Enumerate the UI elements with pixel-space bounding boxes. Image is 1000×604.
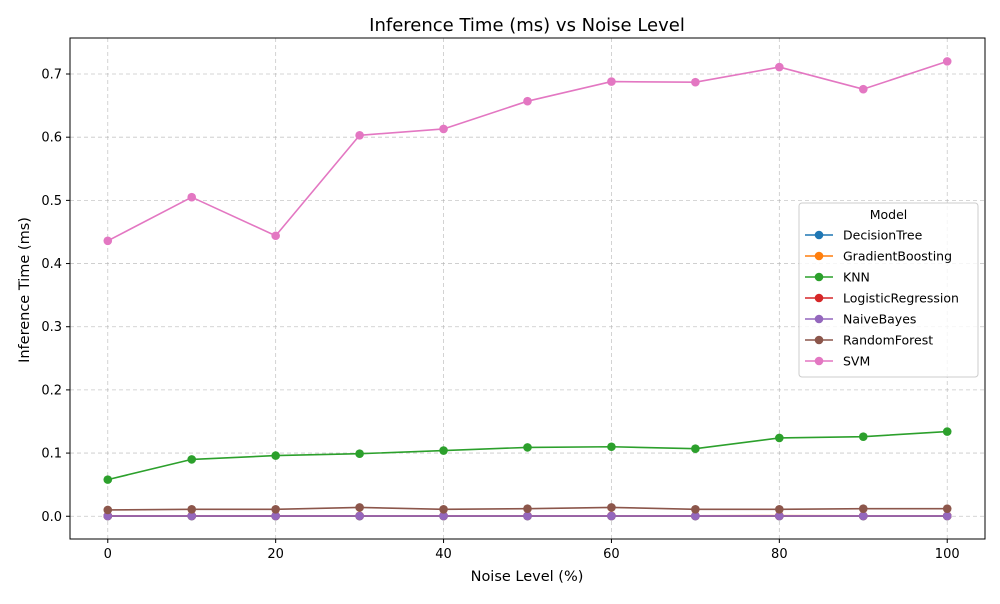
data-point (439, 125, 448, 134)
legend-label: GradientBoosting (843, 249, 952, 264)
legend-label: NaiveBayes (843, 312, 916, 327)
data-point (187, 505, 196, 514)
legend: Model DecisionTree GradientBoosting KNN Log… (799, 203, 978, 377)
legend-swatch-marker (815, 315, 824, 324)
y-axis-title: Inference Time (ms) (17, 217, 33, 363)
series-randomforest (103, 503, 951, 514)
data-point (187, 193, 196, 202)
data-point (439, 505, 448, 514)
data-point (607, 512, 616, 521)
data-point (607, 442, 616, 451)
legend-label: RandomForest (843, 333, 933, 348)
legend-swatch-marker (815, 336, 824, 345)
data-point (775, 434, 784, 443)
data-point (271, 451, 280, 460)
data-point (943, 57, 952, 66)
data-point (355, 503, 364, 512)
series-line (108, 432, 947, 480)
data-point (355, 131, 364, 140)
data-point (859, 85, 868, 94)
data-point (523, 443, 532, 452)
data-point (523, 97, 532, 106)
legend-label: SVM (843, 354, 870, 369)
y-tick-label: 0.2 (41, 383, 62, 398)
y-tick-label: 0.6 (41, 131, 62, 146)
y-tick-label: 0.7 (41, 68, 62, 83)
legend-swatch-marker (815, 231, 824, 240)
legend-label: KNN (843, 270, 870, 285)
x-tick-label: 100 (935, 547, 960, 562)
x-tick-label: 40 (435, 547, 452, 562)
data-point (859, 432, 868, 441)
data-point (943, 427, 952, 436)
data-point (607, 503, 616, 512)
legend-swatch-marker (815, 294, 824, 303)
data-point (187, 455, 196, 464)
data-point (775, 63, 784, 72)
data-point (775, 505, 784, 514)
x-tick-label: 60 (603, 547, 620, 562)
legend-swatch-marker (815, 273, 824, 282)
data-point (439, 446, 448, 455)
data-point (103, 506, 112, 515)
legend-label: LogisticRegression (843, 291, 959, 306)
data-point (691, 444, 700, 453)
legend-swatch-marker (815, 357, 824, 366)
data-point (103, 237, 112, 246)
data-point (691, 505, 700, 514)
data-point (943, 504, 952, 513)
data-point (355, 449, 364, 458)
legend-swatch-marker (815, 252, 824, 261)
data-point (355, 512, 364, 521)
data-point (103, 475, 112, 484)
x-tick-label: 80 (771, 547, 788, 562)
y-tick-label: 0.0 (41, 510, 62, 525)
x-tick-label: 0 (104, 547, 112, 562)
data-point (859, 504, 868, 513)
data-point (691, 78, 700, 87)
series-knn (103, 427, 951, 484)
data-point (523, 504, 532, 513)
data-point (271, 231, 280, 240)
data-point (271, 505, 280, 514)
y-tick-label: 0.3 (41, 320, 62, 335)
x-axis-title: Noise Level (%) (471, 569, 584, 585)
legend-label: DecisionTree (843, 228, 923, 243)
legend-title: Model (870, 207, 908, 222)
y-tick-label: 0.1 (41, 447, 62, 462)
y-tick-label: 0.4 (41, 257, 62, 272)
y-tick-label: 0.5 (41, 194, 62, 209)
chart-title: Inference Time (ms) vs Noise Level (369, 15, 685, 36)
x-tick-label: 20 (267, 547, 284, 562)
data-point (607, 77, 616, 86)
